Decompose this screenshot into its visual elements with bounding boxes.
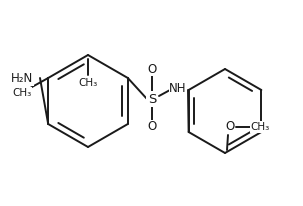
Text: H₂N: H₂N xyxy=(11,71,33,84)
Text: O: O xyxy=(147,62,157,76)
Text: O: O xyxy=(147,121,157,133)
Text: CH₃: CH₃ xyxy=(12,88,32,98)
Text: O: O xyxy=(225,121,235,133)
Text: S: S xyxy=(148,92,156,105)
Text: CH₃: CH₃ xyxy=(250,122,270,132)
Text: CH₃: CH₃ xyxy=(78,78,98,88)
Text: NH: NH xyxy=(169,82,187,95)
